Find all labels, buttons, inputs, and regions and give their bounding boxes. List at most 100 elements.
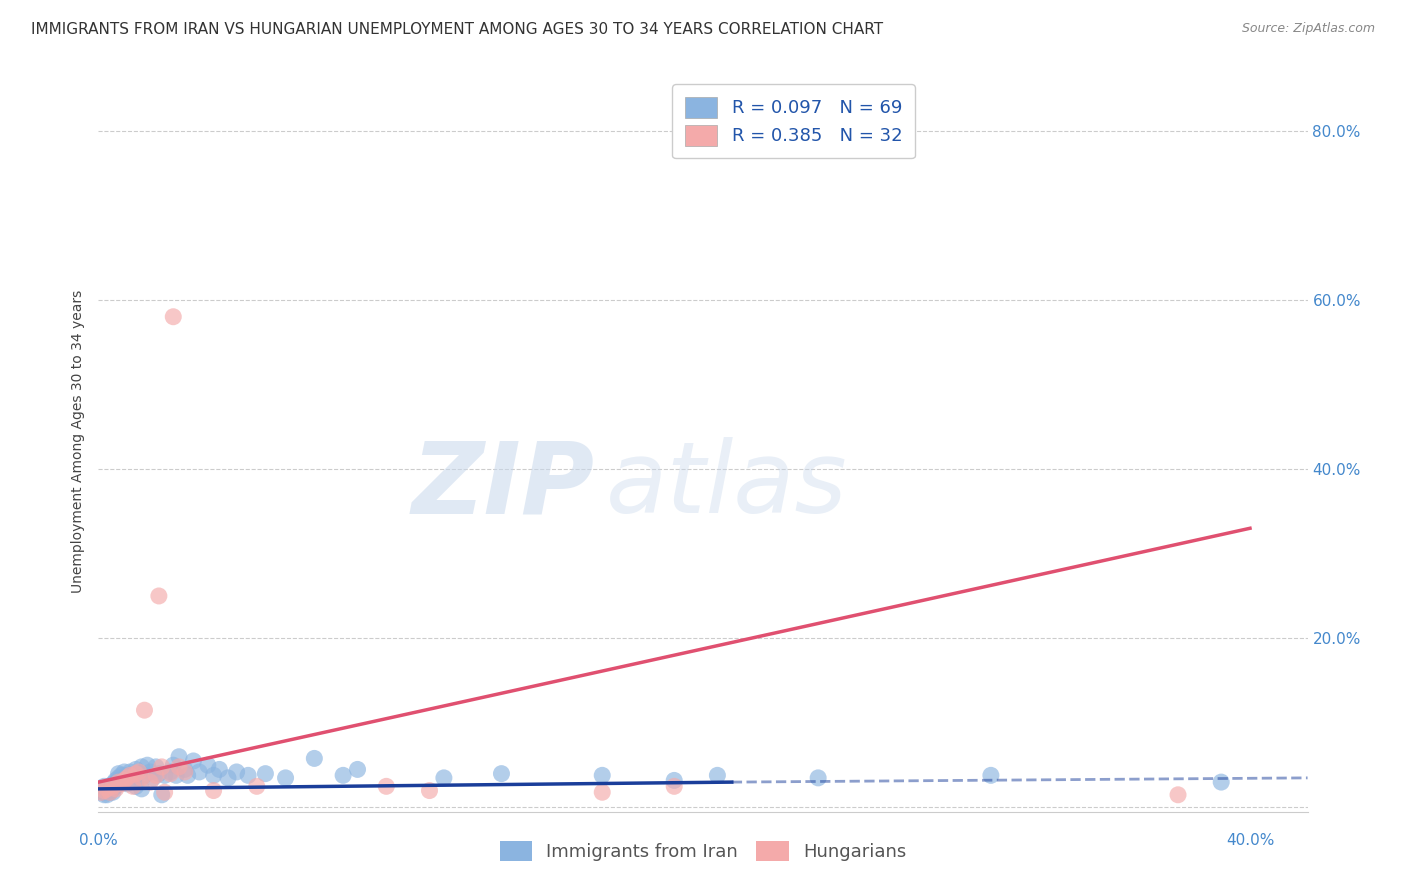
Point [1211, 775, 1233, 789]
Point [418, 783, 440, 797]
Point [167, 749, 190, 764]
Point [93, 788, 115, 802]
Point [98, 780, 121, 794]
Point [101, 777, 124, 791]
Point [122, 780, 145, 794]
Point [183, 754, 205, 768]
Point [136, 758, 159, 772]
Point [125, 766, 148, 780]
Legend: Immigrants from Iran, Hungarians: Immigrants from Iran, Hungarians [486, 828, 920, 874]
Point [96, 788, 118, 802]
Point [90, 785, 112, 799]
Point [980, 768, 1002, 782]
Point [112, 773, 135, 788]
Point [167, 760, 190, 774]
Text: Source: ZipAtlas.com: Source: ZipAtlas.com [1241, 22, 1375, 36]
Point [93, 785, 115, 799]
Point [93, 783, 115, 797]
Point [208, 763, 231, 777]
Point [120, 768, 142, 782]
Point [128, 766, 150, 780]
Point [142, 771, 165, 785]
Point [96, 781, 118, 796]
Text: atlas: atlas [606, 437, 848, 534]
Text: IMMIGRANTS FROM IRAN VS HUNGARIAN UNEMPLOYMENT AMONG AGES 30 TO 34 YEARS CORRELA: IMMIGRANTS FROM IRAN VS HUNGARIAN UNEMPL… [31, 22, 883, 37]
Point [148, 766, 170, 780]
Point [217, 771, 239, 785]
Point [104, 773, 127, 788]
Point [706, 768, 728, 782]
Point [332, 768, 354, 782]
Point [173, 763, 195, 777]
Point [122, 775, 145, 789]
Point [90, 783, 112, 797]
Point [236, 768, 259, 782]
Point [202, 768, 225, 782]
Point [591, 785, 613, 799]
Point [90, 781, 112, 796]
Point [134, 703, 156, 717]
Text: ZIP: ZIP [411, 437, 595, 534]
Point [664, 773, 686, 788]
Point [101, 780, 124, 794]
Y-axis label: Unemployment Among Ages 30 to 34 years: Unemployment Among Ages 30 to 34 years [70, 290, 84, 593]
Point [134, 768, 156, 782]
Point [153, 785, 176, 799]
Point [128, 764, 150, 779]
Point [433, 771, 456, 785]
Point [150, 760, 173, 774]
Point [112, 773, 135, 788]
Point [153, 768, 176, 782]
Point [98, 785, 121, 799]
Point [139, 764, 162, 779]
Point [110, 777, 132, 791]
Point [120, 764, 142, 779]
Point [148, 589, 170, 603]
Point [115, 771, 138, 785]
Point [159, 764, 181, 779]
Point [107, 777, 129, 791]
Point [202, 783, 225, 797]
Point [98, 783, 121, 797]
Point [150, 788, 173, 802]
Point [98, 785, 121, 799]
Point [1167, 788, 1189, 802]
Point [807, 771, 830, 785]
Point [225, 764, 247, 779]
Text: 0.0%: 0.0% [79, 833, 118, 848]
Point [122, 768, 145, 782]
Point [104, 780, 127, 794]
Point [107, 771, 129, 785]
Point [104, 781, 127, 796]
Point [131, 771, 153, 785]
Point [491, 766, 513, 780]
Point [197, 758, 219, 772]
Point [304, 751, 326, 765]
Point [125, 763, 148, 777]
Text: 40.0%: 40.0% [1226, 833, 1274, 848]
Point [93, 780, 115, 794]
Point [165, 768, 187, 782]
Point [107, 775, 129, 789]
Legend: R = 0.097   N = 69, R = 0.385   N = 32: R = 0.097 N = 69, R = 0.385 N = 32 [672, 84, 915, 158]
Point [145, 768, 167, 782]
Point [131, 760, 153, 774]
Point [96, 783, 118, 797]
Point [159, 766, 181, 780]
Point [131, 781, 153, 796]
Point [346, 763, 368, 777]
Point [125, 780, 148, 794]
Point [591, 768, 613, 782]
Point [145, 760, 167, 774]
Point [139, 775, 162, 789]
Point [162, 310, 184, 324]
Point [112, 764, 135, 779]
Point [110, 775, 132, 789]
Point [162, 758, 184, 772]
Point [107, 766, 129, 780]
Point [115, 777, 138, 791]
Point [115, 768, 138, 782]
Point [254, 766, 277, 780]
Point [101, 781, 124, 796]
Point [110, 768, 132, 782]
